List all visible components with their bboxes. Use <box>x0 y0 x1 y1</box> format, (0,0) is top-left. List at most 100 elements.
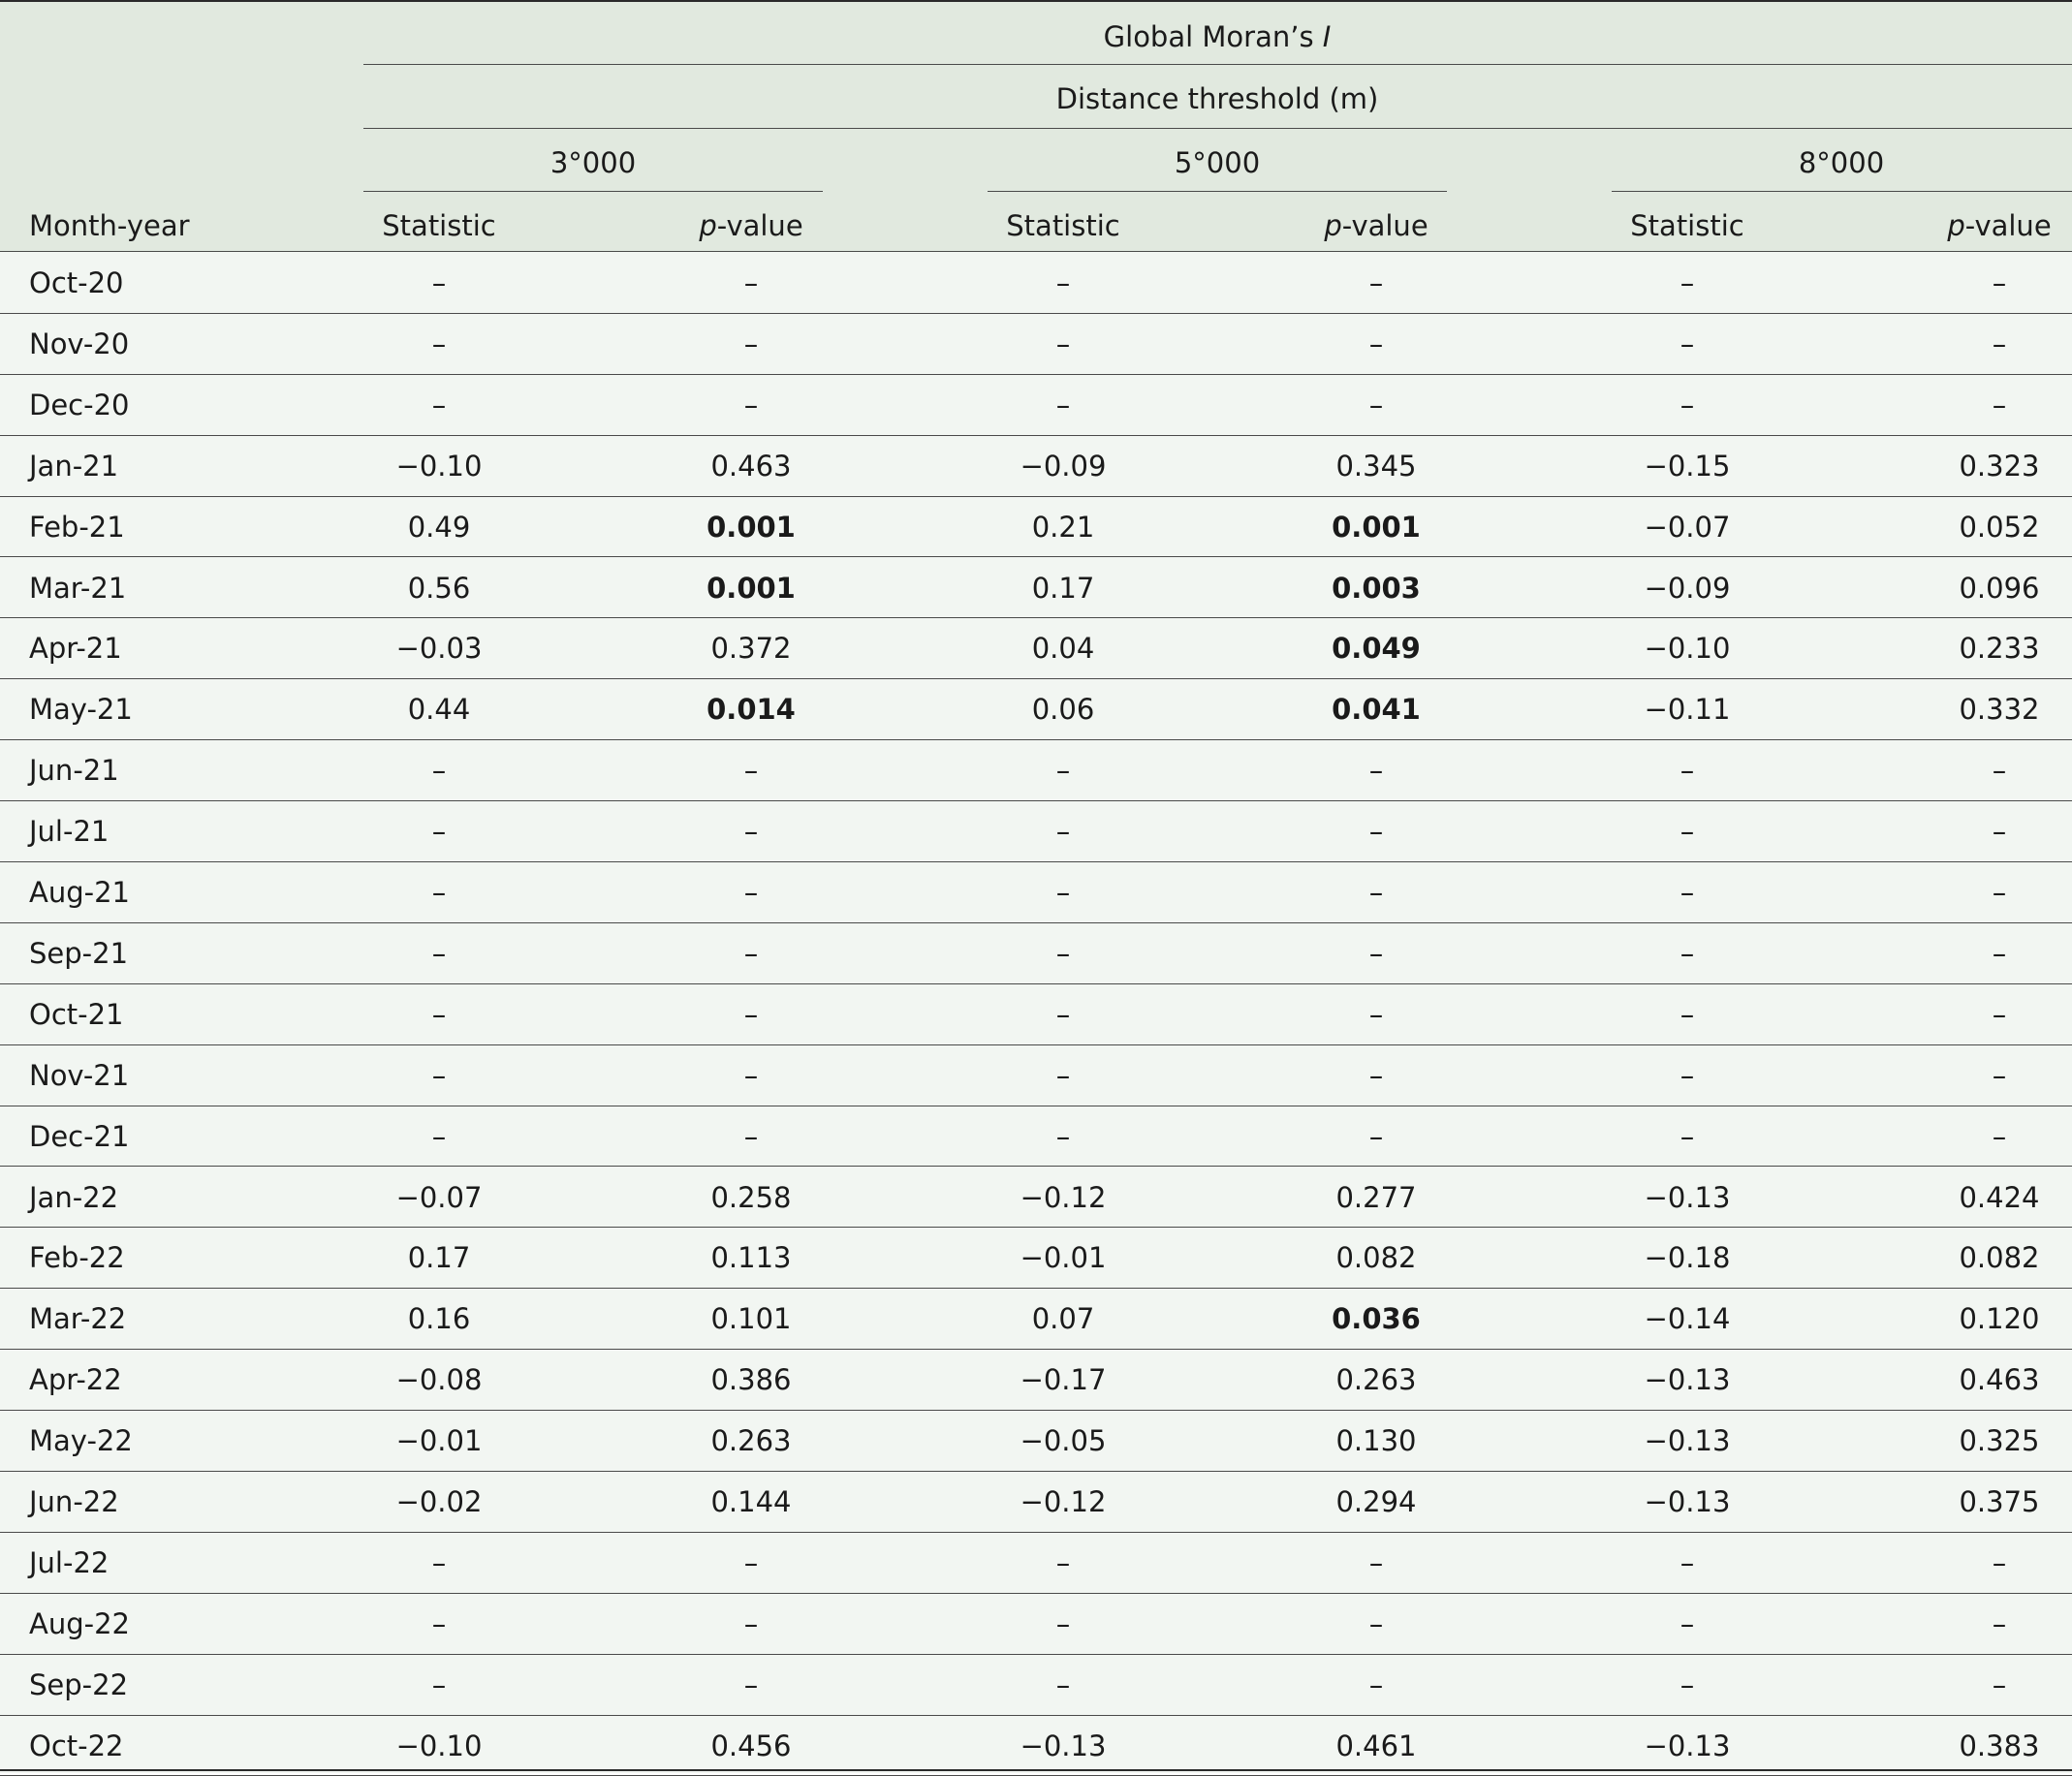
statistic-5000-cell: – <box>1055 1545 1071 1579</box>
statistic-3000-cell: −0.07 <box>395 1180 483 1214</box>
month-cell: Oct-22 <box>29 1729 124 1762</box>
statistic-3000-cell: 0.44 <box>407 693 471 727</box>
statistic-3000-cell: −0.08 <box>395 1363 483 1397</box>
p-value-3000-cell: 0.372 <box>710 632 792 666</box>
statistic-3000-cell: 0.49 <box>407 510 471 544</box>
month-cell: Jul-22 <box>29 1545 110 1579</box>
p-value-8000-cell: – <box>1992 997 2007 1031</box>
statistic-5000-cell: −0.12 <box>1020 1180 1107 1214</box>
p-value-8000-cell: 0.052 <box>1959 510 2040 544</box>
statistic-3000-cell: – <box>431 815 447 849</box>
p-value-3000-cell: – <box>743 1667 759 1701</box>
statistic-8000-cell: – <box>1680 1545 1695 1579</box>
month-cell: Aug-21 <box>29 876 130 909</box>
month-cell: Feb-21 <box>29 510 125 544</box>
table-row: Feb-21 0.49 0.001 0.21 0.001 −0.07 0.052 <box>0 497 2072 558</box>
statistic-3000-cell: – <box>431 876 447 909</box>
column-header-p-value: p-value <box>1324 209 1428 242</box>
table-row: Jan-22 −0.07 0.258 −0.12 0.277 −0.13 0.424 <box>0 1168 2072 1229</box>
table-row: Nov-21 – – – – – – <box>0 1045 2072 1106</box>
table-header: Global Moran’s I Distance threshold (m) … <box>0 0 2072 252</box>
p-value-5000-cell: – <box>1368 876 1384 909</box>
table-row: Oct-20 – – – – – – <box>0 253 2072 314</box>
p-value-5000-cell: – <box>1368 1119 1384 1153</box>
p-value-5000-cell: 0.130 <box>1335 1424 1417 1458</box>
statistic-5000-cell: – <box>1055 997 1071 1031</box>
statistic-5000-cell: 0.21 <box>1031 510 1095 544</box>
statistic-3000-cell: −0.10 <box>395 1729 483 1762</box>
column-header-statistic: Statistic <box>1006 209 1120 242</box>
statistic-3000-cell: 0.56 <box>407 571 471 605</box>
month-cell: Nov-21 <box>29 1058 130 1092</box>
p-value-8000-cell: 0.325 <box>1959 1424 2040 1458</box>
statistic-8000-cell: – <box>1680 327 1695 360</box>
statistic-8000-cell: – <box>1680 388 1695 421</box>
p-value-5000-cell: 0.263 <box>1335 1363 1417 1397</box>
p-value-8000-cell: – <box>1992 327 2007 360</box>
p-value-5000-cell: 0.036 <box>1332 1302 1421 1336</box>
p-value-8000-cell: 0.082 <box>1959 1241 2040 1275</box>
p-value-3000-cell: 0.263 <box>710 1424 792 1458</box>
group-title: Global Moran’s I <box>1103 20 1332 53</box>
statistic-3000-cell: −0.01 <box>395 1424 483 1458</box>
subgroup-title: Distance threshold (m) <box>1055 82 1379 115</box>
statistic-3000-cell: – <box>431 266 447 299</box>
month-cell: Oct-21 <box>29 997 124 1031</box>
statistic-8000-cell: −0.09 <box>1644 571 1731 605</box>
statistic-8000-cell: −0.13 <box>1644 1180 1731 1214</box>
month-cell: Oct-20 <box>29 266 124 299</box>
statistic-8000-cell: −0.13 <box>1644 1729 1731 1762</box>
month-cell: Dec-20 <box>29 388 130 421</box>
table-row: Jan-21 −0.10 0.463 −0.09 0.345 −0.15 0.323 <box>0 436 2072 497</box>
table-row: Jul-22 – – – – – – <box>0 1533 2072 1594</box>
statistic-8000-cell: −0.07 <box>1644 510 1731 544</box>
statistic-5000-cell: 0.07 <box>1031 1302 1095 1336</box>
statistic-8000-cell: −0.10 <box>1644 632 1731 666</box>
p-value-8000-cell: – <box>1992 388 2007 421</box>
threshold-8000: 8°000 <box>1798 146 1885 179</box>
p-value-5000-cell: – <box>1368 1058 1384 1092</box>
p-value-3000-cell: – <box>743 388 759 421</box>
statistic-5000-cell: – <box>1055 876 1071 909</box>
statistic-8000-cell: −0.11 <box>1644 693 1731 727</box>
p-value-5000-cell: 0.277 <box>1335 1180 1417 1214</box>
table-row: Apr-21 −0.03 0.372 0.04 0.049 −0.10 0.233 <box>0 618 2072 680</box>
statistic-5000-cell: −0.01 <box>1020 1241 1107 1275</box>
p-value-8000-cell: – <box>1992 1667 2007 1701</box>
p-value-5000-cell: – <box>1368 1545 1384 1579</box>
statistic-5000-cell: – <box>1055 327 1071 360</box>
p-value-5000-cell: – <box>1368 936 1384 970</box>
p-value-8000-cell: 0.233 <box>1959 632 2040 666</box>
statistic-5000-cell: – <box>1055 754 1071 788</box>
p-value-8000-cell: 0.383 <box>1959 1729 2040 1762</box>
month-cell: Jan-22 <box>29 1180 119 1214</box>
p-value-3000-cell: – <box>743 327 759 360</box>
table-row: Jun-22 −0.02 0.144 −0.12 0.294 −0.13 0.375 <box>0 1472 2072 1533</box>
p-value-8000-cell: – <box>1992 815 2007 849</box>
p-value-3000-cell: 0.258 <box>710 1180 792 1214</box>
statistic-8000-cell: −0.13 <box>1644 1424 1731 1458</box>
table-row: Dec-21 – – – – – – <box>0 1106 2072 1168</box>
table-row: Mar-21 0.56 0.001 0.17 0.003 −0.09 0.096 <box>0 558 2072 619</box>
statistic-3000-cell: 0.16 <box>407 1302 471 1336</box>
statistic-8000-cell: – <box>1680 876 1695 909</box>
p-value-8000-cell: – <box>1992 1606 2007 1640</box>
statistic-5000-cell: −0.13 <box>1020 1729 1107 1762</box>
month-cell: Jun-21 <box>29 754 119 788</box>
p-value-8000-cell: 0.332 <box>1959 693 2040 727</box>
statistic-5000-cell: 0.04 <box>1031 632 1095 666</box>
table-row: Aug-21 – – – – – – <box>0 862 2072 923</box>
table-row: Feb-22 0.17 0.113 −0.01 0.082 −0.18 0.082 <box>0 1228 2072 1290</box>
header-rule <box>363 64 2072 65</box>
table-row: Jun-21 – – – – – – <box>0 740 2072 802</box>
table-row: Apr-22 −0.08 0.386 −0.17 0.263 −0.13 0.463 <box>0 1350 2072 1412</box>
column-header-p-value: p-value <box>1947 209 2052 242</box>
statistic-8000-cell: – <box>1680 1058 1695 1092</box>
p-value-8000-cell: – <box>1992 1119 2007 1153</box>
statistic-5000-cell: – <box>1055 815 1071 849</box>
p-value-3000-cell: – <box>743 1058 759 1092</box>
month-cell: Dec-21 <box>29 1119 130 1153</box>
statistic-8000-cell: −0.14 <box>1644 1302 1731 1336</box>
p-value-3000-cell: 0.101 <box>710 1302 792 1336</box>
